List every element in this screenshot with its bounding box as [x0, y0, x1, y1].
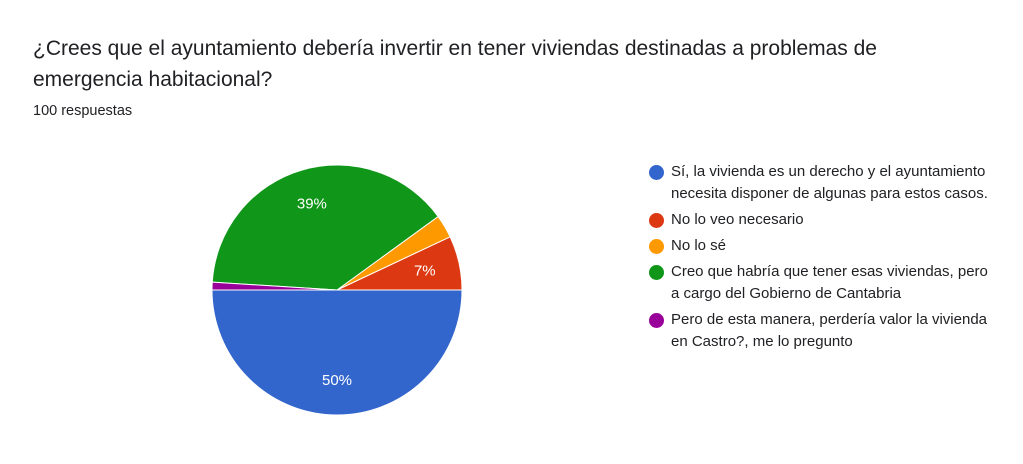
pie-slice-label-4: 39% — [297, 196, 327, 213]
legend-swatch-icon — [649, 265, 664, 280]
legend-swatch-icon — [649, 213, 664, 228]
pie-slice-label-2: 7% — [414, 262, 436, 279]
pie-slice-5[interactable] — [211, 281, 338, 291]
chart-legend: Sí, la vivienda es un derecho y el ayunt… — [649, 161, 989, 357]
legend-item-3[interactable]: No lo sé — [649, 235, 989, 257]
legend-swatch-icon — [649, 239, 664, 254]
legend-item-1[interactable]: Sí, la vivienda es un derecho y el ayunt… — [649, 161, 989, 205]
legend-label: No lo sé — [671, 237, 727, 254]
legend-item-5[interactable]: Pero de esta manera, perdería valor la v… — [649, 309, 989, 353]
pie-slice-label-1: 50% — [322, 372, 352, 389]
pie-labels: 50% 7% 39% — [297, 196, 436, 389]
legend-label: No lo veo necesario — [671, 211, 804, 228]
legend-swatch-icon — [649, 165, 664, 180]
legend-item-4[interactable]: Creo que habría que tener esas viviendas… — [649, 261, 989, 305]
question-title: ¿Crees que el ayuntamiento debería inver… — [33, 37, 877, 91]
legend-item-2[interactable]: No lo veo necesario — [649, 209, 989, 231]
pie-slice-1[interactable] — [211, 289, 463, 416]
pie-slice-4[interactable] — [211, 164, 439, 291]
legend-label: Creo que habría que tener esas viviendas… — [671, 263, 988, 302]
response-count: 100 respuestas — [33, 103, 133, 119]
legend-label: Sí, la vivienda es un derecho y el ayunt… — [671, 163, 988, 202]
pie-slices — [211, 164, 463, 416]
legend-swatch-icon — [649, 313, 664, 328]
legend-label: Pero de esta manera, perdería valor la v… — [671, 311, 988, 350]
